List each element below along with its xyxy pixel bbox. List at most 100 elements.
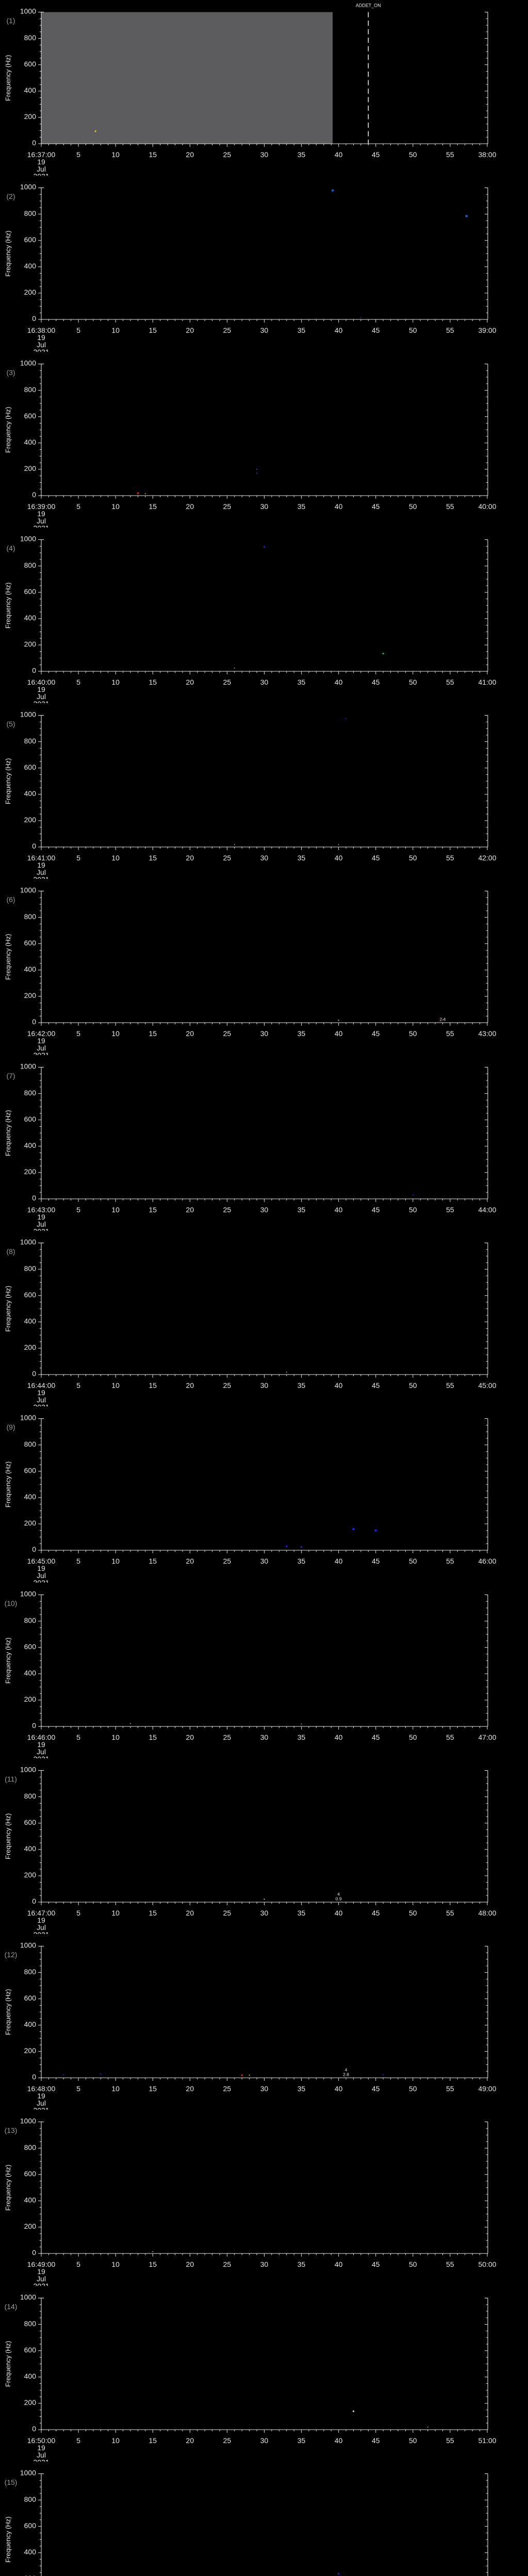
svg-text:ADDET_ON: ADDET_ON [356, 3, 381, 8]
svg-text:20: 20 [186, 2436, 194, 2445]
svg-text:35: 35 [298, 326, 306, 334]
svg-text:1000: 1000 [20, 1238, 36, 1246]
svg-text:Frequency (Hz): Frequency (Hz) [4, 934, 12, 980]
svg-text:55: 55 [446, 1381, 454, 1389]
svg-text:Frequency (Hz): Frequency (Hz) [4, 406, 12, 452]
svg-text:20: 20 [186, 1909, 194, 1917]
svg-text:40: 40 [335, 1557, 343, 1565]
svg-text:0: 0 [32, 1545, 36, 1553]
svg-text:Frequency (Hz): Frequency (Hz) [4, 55, 12, 101]
svg-text:1000: 1000 [20, 1062, 36, 1070]
svg-text:10: 10 [111, 1206, 120, 1214]
svg-text:0: 0 [32, 1018, 36, 1026]
svg-text:30: 30 [260, 1381, 269, 1389]
svg-text:50: 50 [409, 1029, 417, 1038]
svg-text:50: 50 [409, 150, 417, 159]
svg-text:55: 55 [446, 502, 454, 511]
svg-text:200: 200 [24, 1167, 37, 1176]
svg-text:0: 0 [32, 666, 36, 674]
svg-text:400: 400 [24, 1493, 37, 1501]
svg-text:5: 5 [76, 1909, 80, 1917]
svg-text:45: 45 [372, 326, 380, 334]
svg-text:55: 55 [446, 854, 454, 862]
svg-text:200: 200 [24, 1695, 37, 1703]
svg-text:55: 55 [446, 2260, 454, 2268]
svg-text:30: 30 [260, 2084, 269, 2093]
svg-text:1000: 1000 [20, 1766, 36, 1774]
svg-text:600: 600 [24, 1818, 37, 1826]
svg-text:10: 10 [111, 150, 120, 159]
svg-text:30: 30 [260, 678, 269, 686]
svg-text:15: 15 [148, 1557, 157, 1565]
svg-text:50: 50 [409, 1733, 417, 1741]
svg-text:600: 600 [24, 587, 37, 596]
svg-text:50: 50 [409, 326, 417, 334]
svg-text:50: 50 [409, 1381, 417, 1389]
svg-text:15: 15 [148, 150, 157, 159]
svg-text:50: 50 [409, 502, 417, 511]
svg-text:55: 55 [446, 326, 454, 334]
svg-text:600: 600 [24, 763, 37, 771]
svg-text:0: 0 [32, 314, 36, 323]
svg-text:400: 400 [24, 965, 37, 973]
svg-text:200: 200 [24, 816, 37, 824]
svg-text:(1): (1) [6, 16, 15, 25]
svg-text:47:00: 47:00 [478, 1733, 496, 1741]
svg-text:5: 5 [76, 150, 80, 159]
svg-text:600: 600 [24, 1642, 37, 1650]
svg-text:200: 200 [24, 2398, 37, 2406]
svg-text:Frequency (Hz): Frequency (Hz) [4, 1637, 12, 1683]
svg-text:45: 45 [372, 1029, 380, 1038]
svg-text:400: 400 [24, 2020, 37, 2028]
svg-text:1000: 1000 [20, 1414, 36, 1422]
svg-text:5: 5 [76, 1381, 80, 1389]
svg-text:800: 800 [24, 2143, 37, 2151]
svg-text:400: 400 [24, 1844, 37, 1853]
svg-text:55: 55 [446, 2436, 454, 2445]
svg-text:41:00: 41:00 [478, 678, 496, 686]
svg-text:(12): (12) [5, 1951, 18, 1959]
svg-text:5: 5 [76, 1557, 80, 1565]
svg-text:40: 40 [335, 150, 343, 159]
svg-text:Frequency (Hz): Frequency (Hz) [4, 1285, 12, 1331]
svg-text:39:00: 39:00 [478, 326, 496, 334]
svg-text:30: 30 [260, 1029, 269, 1038]
svg-text:Frequency (Hz): Frequency (Hz) [4, 758, 12, 804]
svg-text:1000: 1000 [20, 359, 36, 367]
svg-text:600: 600 [24, 235, 37, 244]
svg-text:200: 200 [24, 640, 37, 648]
svg-text:800: 800 [24, 561, 37, 569]
svg-text:(9): (9) [6, 1423, 15, 1431]
svg-text:50: 50 [409, 2084, 417, 2093]
svg-text:0: 0 [32, 2249, 36, 2257]
svg-text:2.8: 2.8 [343, 2072, 349, 2077]
svg-text:2021: 2021 [33, 172, 49, 176]
svg-text:800: 800 [24, 1088, 37, 1096]
svg-text:Frequency (Hz): Frequency (Hz) [4, 2341, 12, 2386]
svg-text:2021: 2021 [33, 1579, 49, 1582]
svg-text:Frequency (Hz): Frequency (Hz) [4, 2516, 12, 2562]
svg-text:0: 0 [32, 490, 36, 499]
svg-text:43:00: 43:00 [478, 1029, 496, 1038]
svg-text:55: 55 [446, 1909, 454, 1917]
svg-text:600: 600 [24, 1994, 37, 2002]
svg-text:10: 10 [111, 502, 120, 511]
svg-text:45: 45 [372, 2436, 380, 2445]
svg-text:(4): (4) [6, 544, 15, 552]
svg-text:30: 30 [260, 1557, 269, 1565]
svg-text:50: 50 [409, 2436, 417, 2445]
svg-text:25: 25 [223, 150, 232, 159]
svg-text:800: 800 [24, 2495, 37, 2503]
svg-text:35: 35 [298, 2260, 306, 2268]
svg-text:46:00: 46:00 [478, 1557, 496, 1565]
svg-text:0: 0 [32, 2073, 36, 2081]
svg-text:50: 50 [409, 1557, 417, 1565]
svg-text:400: 400 [24, 1141, 37, 1149]
svg-text:200: 200 [24, 1519, 37, 1527]
svg-text:5: 5 [76, 1029, 80, 1038]
svg-text:20: 20 [186, 1381, 194, 1389]
svg-text:(3): (3) [6, 368, 15, 377]
svg-text:35: 35 [298, 1381, 306, 1389]
svg-text:35: 35 [298, 854, 306, 862]
svg-text:800: 800 [24, 1264, 37, 1273]
